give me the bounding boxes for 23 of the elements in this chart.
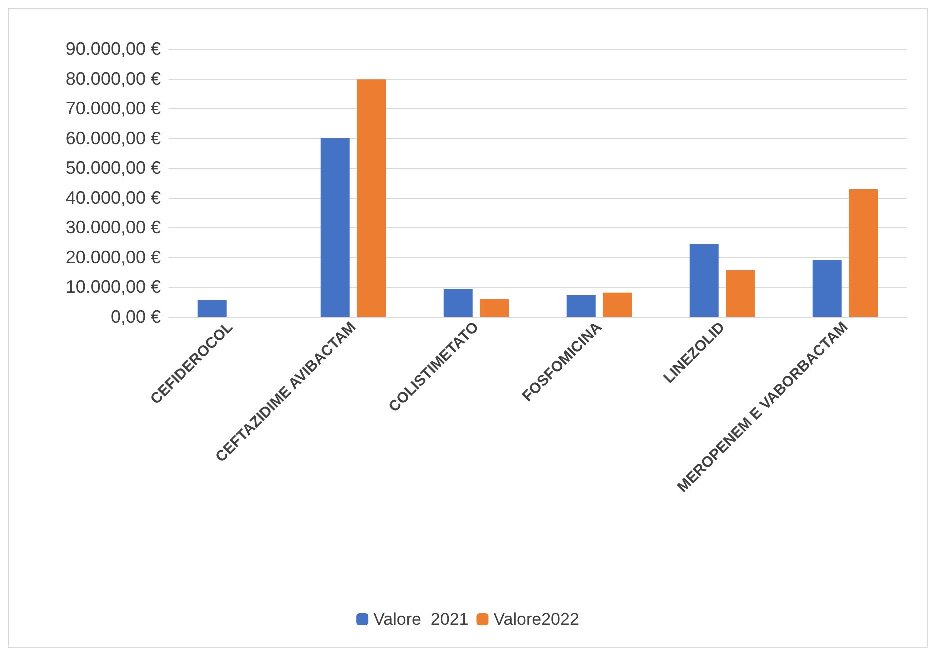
y-tick-label: 0,00 € — [110, 307, 161, 327]
legend-label: Valore2022 — [494, 610, 580, 629]
bar — [812, 260, 842, 317]
y-tick-label: 50.000,00 € — [66, 158, 161, 178]
bar — [357, 80, 386, 317]
bar — [198, 300, 227, 317]
bar — [320, 138, 350, 317]
legend-label: Valore 2021 — [374, 610, 469, 629]
y-tick-label: 10.000,00 € — [66, 277, 161, 298]
bar — [566, 296, 596, 317]
bar — [726, 270, 756, 317]
y-tick-label: 80.000,00 € — [66, 68, 161, 89]
bar — [444, 289, 473, 317]
y-tick-label: 60.000,00 € — [66, 128, 161, 148]
y-tick-label: 30.000,00 € — [66, 218, 161, 238]
y-tick-label: 70.000,00 € — [66, 98, 161, 119]
bar — [690, 244, 719, 317]
bar — [603, 292, 632, 317]
y-tick-label: 40.000,00 € — [66, 188, 161, 208]
y-tick-label: 90.000,00 € — [66, 39, 161, 59]
bar — [480, 299, 510, 317]
bar — [849, 190, 878, 317]
y-tick-label: 20.000,00 € — [66, 247, 161, 268]
